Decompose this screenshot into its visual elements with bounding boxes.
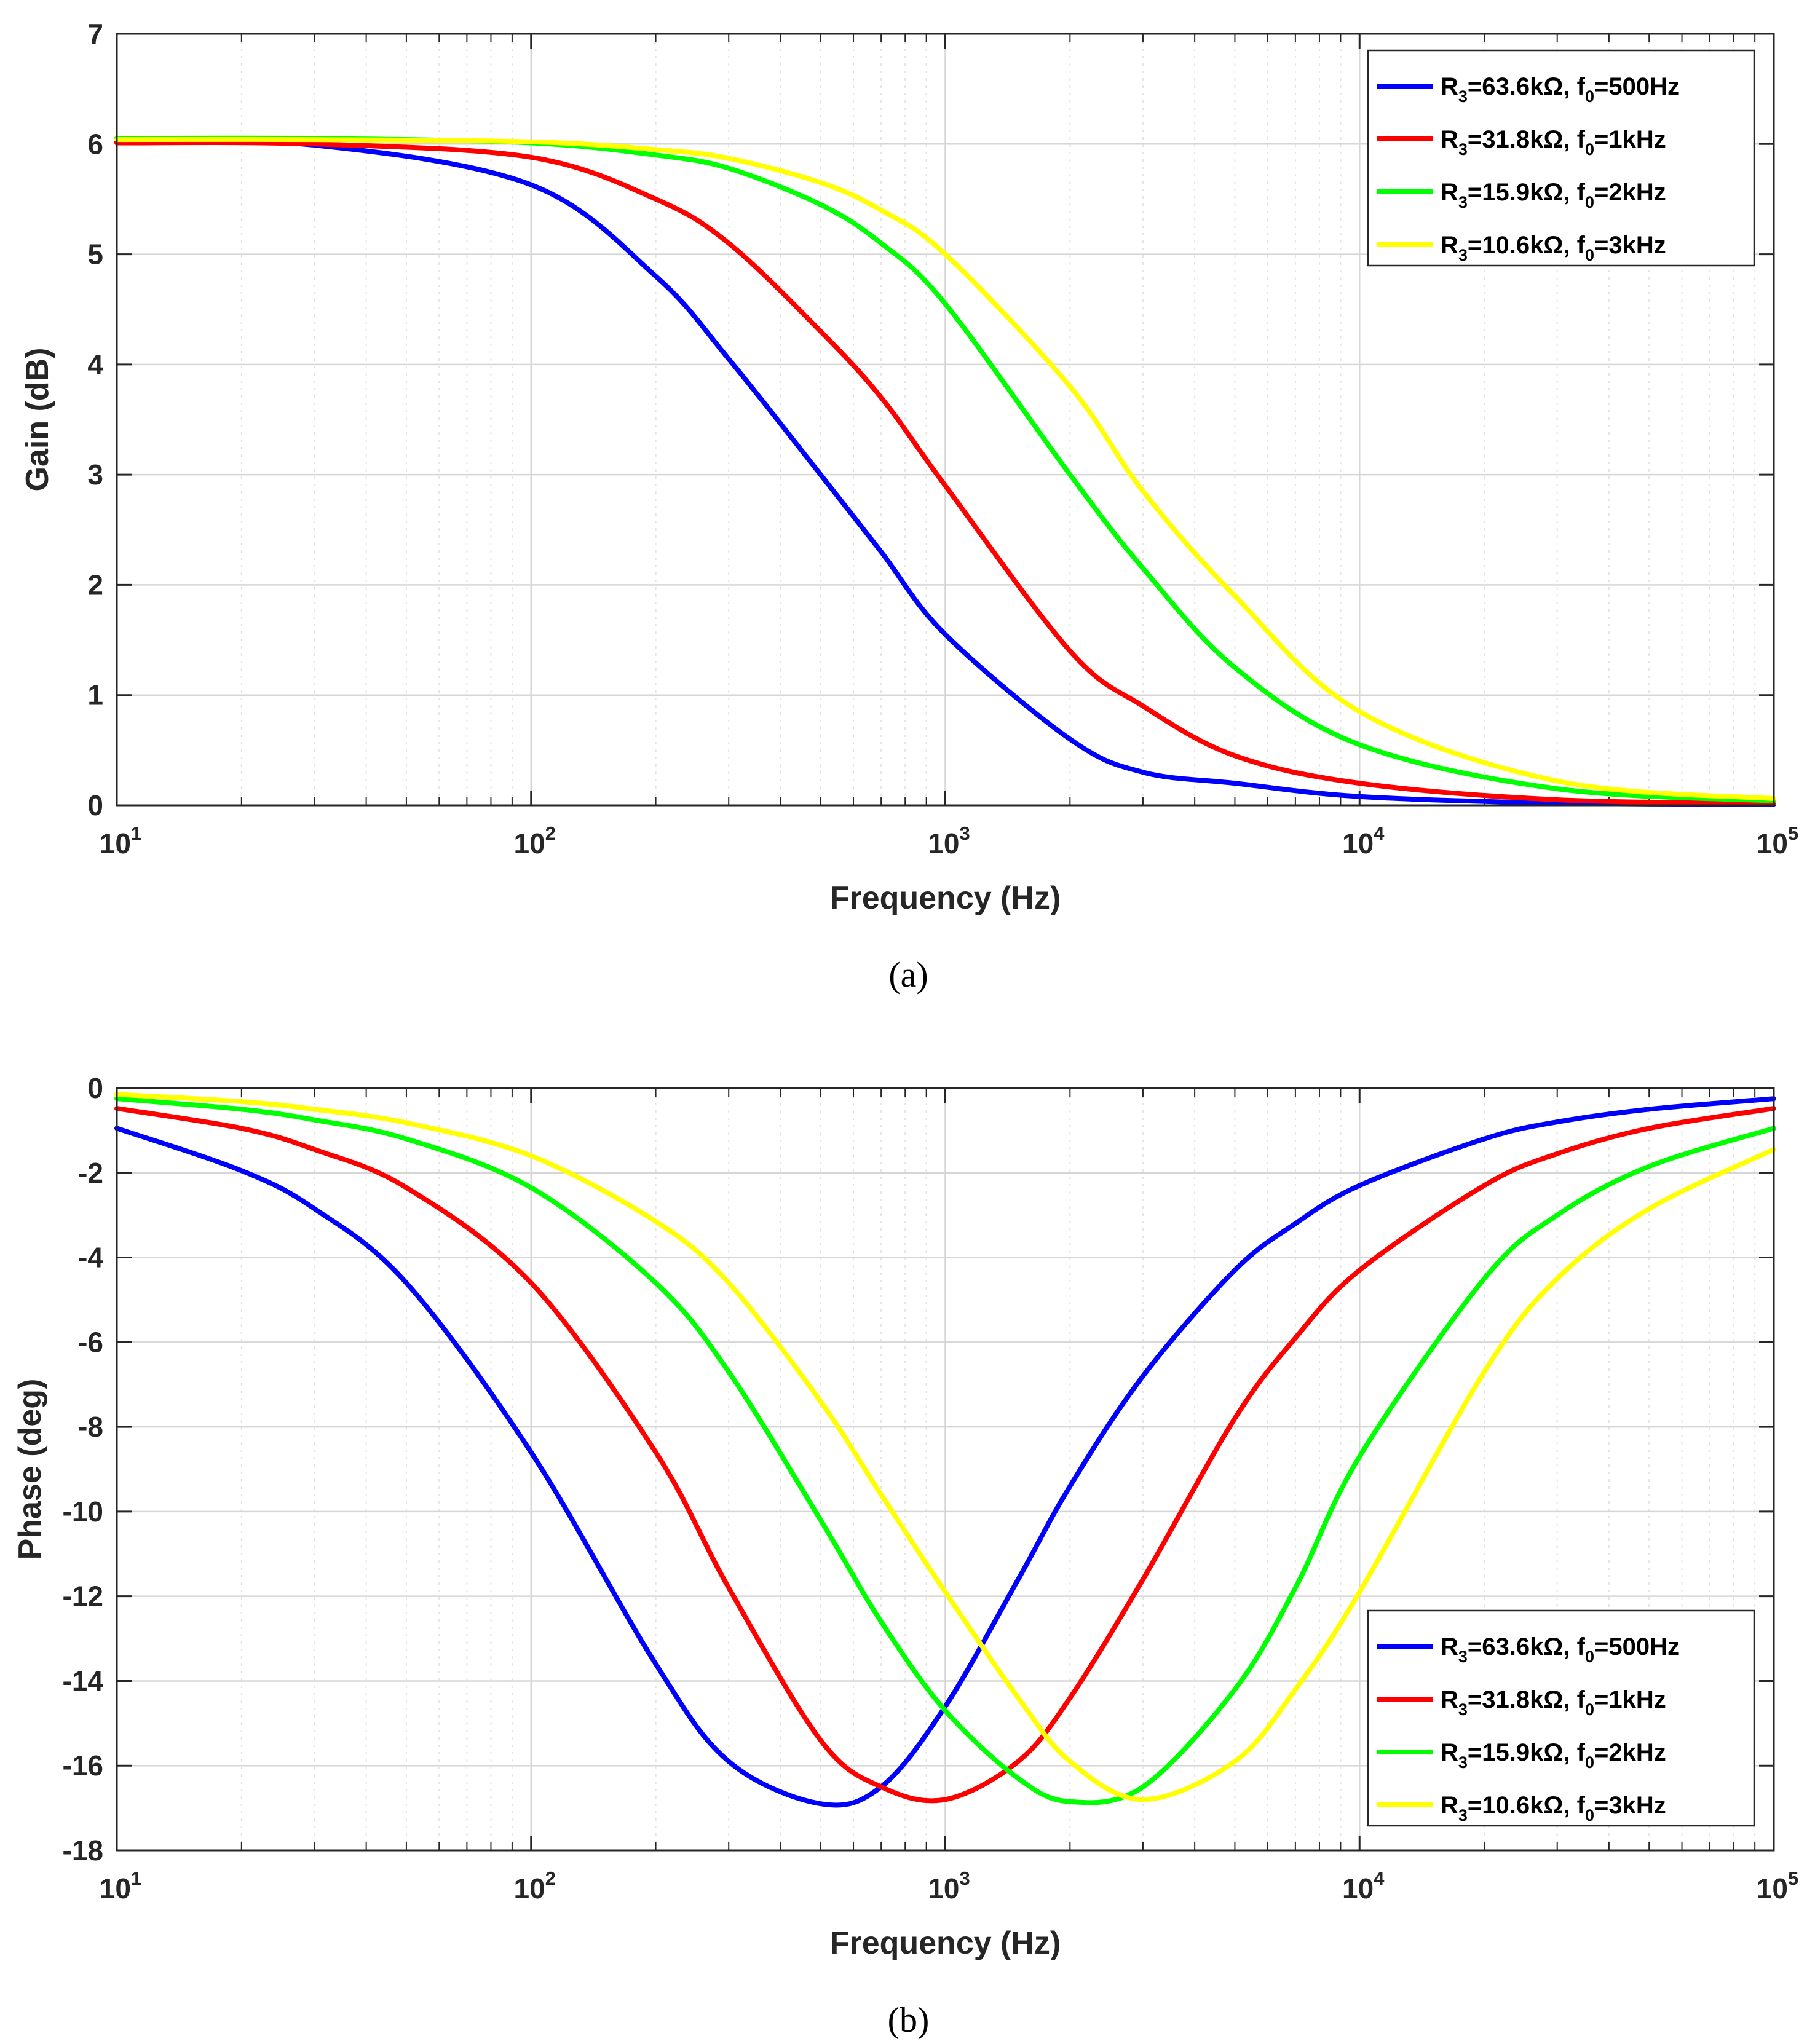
- y-axis-label: Phase (deg): [12, 1379, 48, 1560]
- series-line: [114, 1096, 1776, 1808]
- legend-entry: R3=31.8kΩ, f0=1kHz: [1441, 1686, 1666, 1719]
- series-line: [114, 136, 1776, 802]
- y-tick-label: 7: [87, 18, 103, 50]
- y-tick-label: -12: [63, 1580, 103, 1612]
- legend-entry: R3=10.6kΩ, f0=3kHz: [1441, 232, 1666, 264]
- y-tick-label: 3: [87, 459, 103, 491]
- x-tick-label: 104: [1342, 823, 1385, 859]
- legend-entry: R3=63.6kΩ, f0=500Hz: [1441, 1633, 1680, 1666]
- legend-entry: R3=15.9kΩ, f0=2kHz: [1441, 1739, 1666, 1772]
- y-tick-label: 6: [87, 128, 103, 160]
- y-tick-label: 5: [87, 239, 103, 270]
- legend-entry: R3=10.6kΩ, f0=3kHz: [1441, 1792, 1666, 1825]
- series-line: [114, 140, 1776, 806]
- y-tick-label: 0: [87, 789, 103, 821]
- x-tick-label: 102: [514, 1868, 556, 1904]
- y-tick-label: -14: [63, 1665, 104, 1697]
- y-tick-label: 0: [87, 1072, 103, 1104]
- series-line: [114, 1092, 1776, 1802]
- y-tick-label: -4: [78, 1242, 103, 1274]
- x-tick-label: 103: [928, 1868, 970, 1904]
- y-tick-label: -6: [78, 1326, 103, 1358]
- y-tick-label: 1: [87, 679, 103, 711]
- y-tick-label: 4: [87, 349, 103, 381]
- x-tick-label: 105: [1757, 823, 1798, 859]
- x-tick-label: 103: [928, 823, 970, 859]
- legend-entry: R3=31.8kΩ, f0=1kHz: [1441, 126, 1666, 159]
- y-tick-label: -8: [78, 1411, 103, 1443]
- series-line: [114, 1096, 1776, 1805]
- legend-entry: R3=63.6kΩ, f0=500Hz: [1441, 73, 1680, 106]
- x-tick-label: 101: [100, 1868, 141, 1904]
- panel-caption: (a): [888, 955, 928, 995]
- x-axis-label: Frequency (Hz): [830, 880, 1061, 916]
- y-tick-label: -2: [78, 1157, 103, 1189]
- x-tick-label: 104: [1342, 1868, 1385, 1904]
- y-tick-label: -18: [63, 1834, 103, 1866]
- x-tick-label: 101: [100, 823, 141, 859]
- axes-box: [116, 33, 1775, 807]
- series-line: [114, 1106, 1776, 1804]
- x-axis-label: Frequency (Hz): [830, 1925, 1061, 1961]
- gain-panel: 0 1 2 3 4 5 6 7 101 102 103 104 105 Frequency (Hz) Gai…: [20, 18, 1798, 995]
- y-tick-label: -16: [63, 1750, 103, 1782]
- panel-caption: (b): [888, 2000, 930, 2040]
- y-tick-label: 2: [87, 569, 103, 601]
- y-tick-label: -10: [63, 1496, 103, 1528]
- legend-entry: R3=15.9kΩ, f0=2kHz: [1441, 179, 1666, 211]
- x-tick-label: 105: [1757, 1868, 1798, 1904]
- x-tick-label: 102: [514, 823, 556, 859]
- y-axis-label: Gain (dB): [20, 348, 55, 492]
- series-line: [114, 138, 1776, 807]
- axes-box: [116, 1087, 1775, 1852]
